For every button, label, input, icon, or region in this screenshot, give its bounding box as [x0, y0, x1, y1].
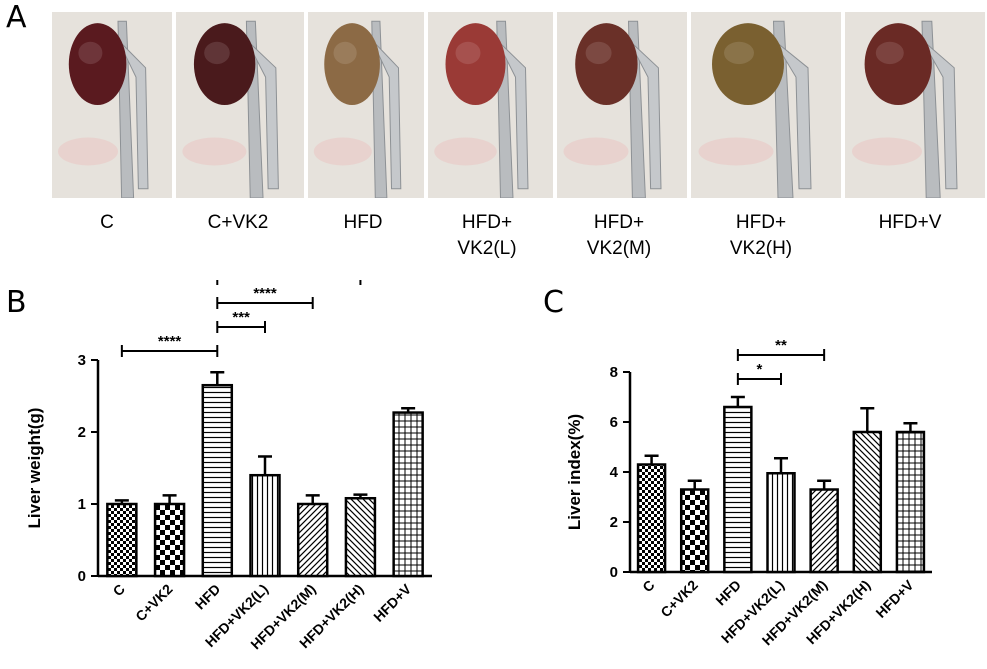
photo-group-label: HFD+ VK2(L)	[457, 212, 517, 259]
x-tick-label: C	[110, 581, 128, 599]
bar	[344, 496, 377, 578]
bar	[723, 405, 753, 574]
y-tick-label: 3	[78, 352, 86, 369]
significance-label: ****	[253, 285, 277, 302]
bar	[153, 502, 186, 578]
panel-b-letter: B	[6, 285, 27, 320]
y-tick-label: 8	[610, 364, 618, 381]
y-axis-label: Liver index(%)	[565, 414, 584, 530]
y-axis-label: Liver weight(g)	[25, 408, 44, 529]
y-tick-label: 6	[610, 414, 618, 431]
bar	[296, 502, 329, 578]
bar	[106, 502, 138, 578]
liver-photo	[308, 12, 424, 198]
liver	[864, 23, 932, 105]
bar	[852, 430, 883, 574]
x-tick-label: C+VK2	[132, 581, 176, 625]
significance-bracket: ****	[216, 285, 314, 309]
significance-label: ***	[232, 309, 250, 326]
bar	[249, 473, 281, 578]
significance-label: ****	[158, 333, 182, 350]
liver	[445, 23, 506, 105]
bar	[809, 488, 839, 574]
significance-bracket: ****	[120, 333, 219, 357]
y-tick-label: 2	[610, 514, 618, 531]
photo-group-label: C	[100, 212, 114, 233]
x-tick-label: C	[639, 577, 657, 595]
liver	[712, 23, 784, 105]
y-tick-label: 2	[78, 424, 86, 441]
significance-bracket: ***	[216, 309, 266, 333]
liver-photo	[428, 12, 553, 198]
bar	[679, 488, 710, 574]
bar	[766, 472, 796, 574]
liver	[68, 23, 127, 105]
significance-label: **	[775, 337, 787, 354]
photo-group-label: C+VK2	[207, 212, 269, 233]
bar	[895, 430, 926, 574]
significance-bracket: ****	[216, 280, 362, 285]
photo-group-label: HFD+V	[878, 212, 942, 233]
y-tick-label: 0	[610, 564, 618, 581]
photo-group-label: HFD	[343, 212, 383, 233]
photo-group-label: HFD+ VK2(M)	[586, 212, 652, 259]
liver	[324, 23, 380, 105]
panel-a-letter: A	[6, 0, 27, 35]
bar	[201, 383, 234, 578]
liver	[193, 23, 256, 105]
bar	[392, 411, 424, 578]
y-tick-label: 4	[610, 464, 619, 481]
y-tick-label: 1	[78, 496, 86, 513]
y-tick-label: 0	[78, 568, 86, 585]
x-tick-label: HFD+V	[370, 580, 415, 625]
panel-c-letter: C	[543, 285, 564, 320]
x-tick-label: HFD	[192, 581, 224, 613]
liver-photo	[52, 12, 172, 198]
photo-group-label: HFD+ VK2(H)	[729, 212, 793, 259]
liver-photo	[691, 12, 841, 198]
x-tick-label: HFD	[712, 577, 744, 609]
liver-photo	[176, 12, 304, 198]
x-tick-label: C+VK2	[657, 577, 701, 621]
liver-photo	[557, 12, 687, 198]
liver-photo	[845, 12, 985, 198]
liver	[575, 23, 638, 105]
significance-label: *	[757, 361, 763, 378]
bar	[636, 463, 667, 574]
significance-bracket: *	[736, 361, 782, 385]
x-tick-label: HFD+V	[872, 576, 917, 621]
significance-bracket: **	[736, 337, 826, 361]
